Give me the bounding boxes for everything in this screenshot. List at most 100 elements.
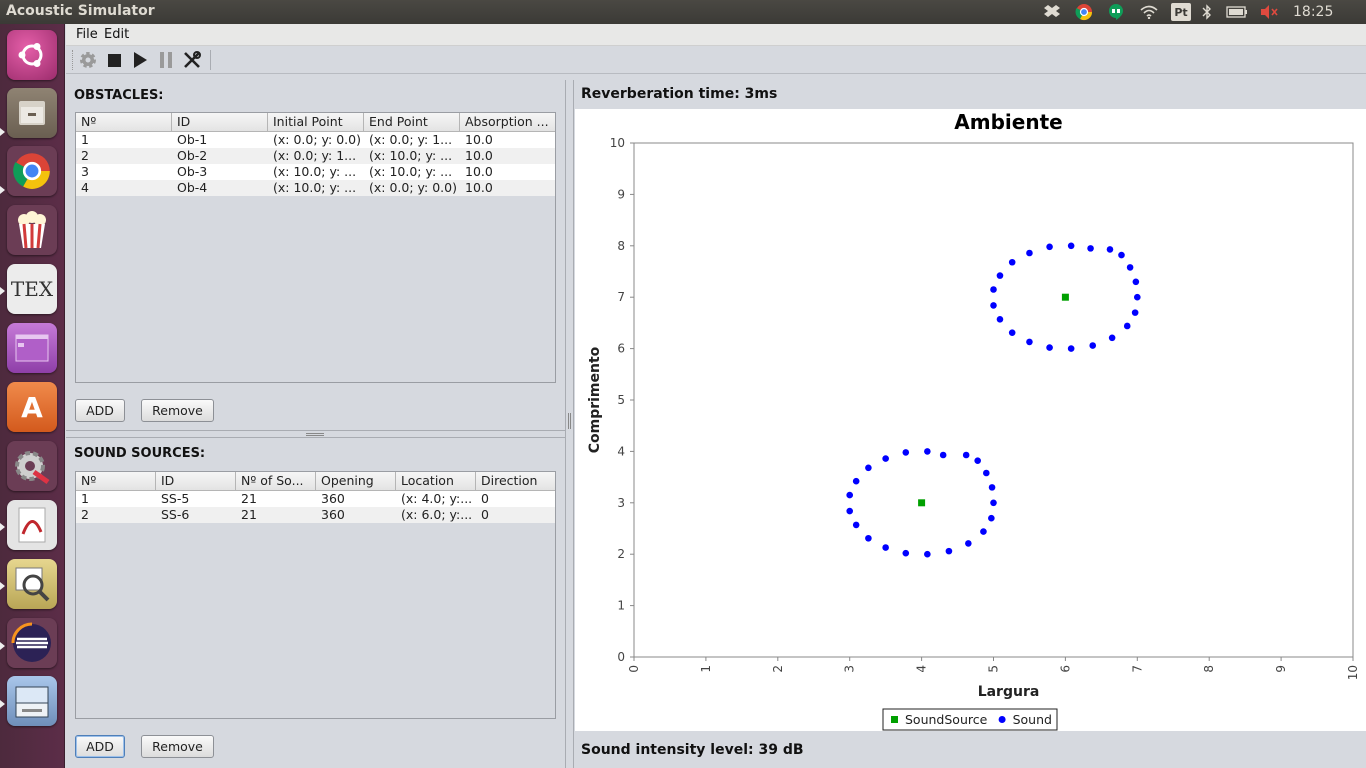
keyboard-layout-icon[interactable]: Pt — [1170, 3, 1192, 21]
scanner-icon[interactable] — [7, 676, 57, 726]
stop-icon[interactable] — [103, 50, 125, 70]
cell: Ob-3 — [177, 164, 208, 179]
battery-icon[interactable] — [1225, 3, 1249, 21]
sound-point — [882, 544, 889, 551]
cell: 10.0 — [465, 132, 493, 147]
wifi-icon[interactable] — [1139, 3, 1159, 21]
x-tick-label: 6 — [1058, 665, 1072, 673]
tools-icon[interactable] — [181, 50, 203, 70]
menu-file[interactable]: File — [76, 27, 98, 42]
pause-icon[interactable] — [155, 50, 177, 70]
sound-point — [962, 451, 970, 459]
pdf-viewer-icon[interactable] — [7, 500, 57, 550]
y-axis-label: Comprimento — [587, 346, 603, 453]
popcorn-icon[interactable] — [7, 205, 57, 255]
left-pane: OBSTACLES: Nº ID Initial Point End Point… — [66, 80, 565, 768]
sound-point — [865, 464, 872, 472]
column-header[interactable]: Location — [396, 472, 476, 490]
column-header[interactable]: ID — [172, 113, 268, 131]
obstacles-table[interactable]: Nº ID Initial Point End Point Absorption… — [75, 112, 556, 383]
column-header[interactable]: Nº — [76, 113, 172, 131]
settings-icon[interactable] — [7, 441, 57, 491]
x-tick-label: 4 — [915, 665, 929, 673]
column-header[interactable]: End Point — [364, 113, 460, 131]
launcher: TEX A — [0, 24, 65, 768]
files-icon[interactable] — [7, 88, 57, 138]
sound-point — [1118, 251, 1125, 259]
table-row[interactable]: 3 Ob-3 (x: 10.0; y: ... (x: 10.0; y: ...… — [76, 164, 555, 180]
toolbar-grip — [72, 50, 74, 70]
sound-point — [965, 540, 972, 547]
column-header[interactable]: Nº — [76, 472, 156, 490]
software-center-icon[interactable]: A — [7, 382, 57, 432]
chrome-icon[interactable] — [7, 146, 57, 196]
sound-sources-add-button[interactable]: ADD — [75, 735, 125, 758]
legend-box — [882, 708, 1058, 731]
splitter-grip[interactable] — [568, 413, 571, 429]
bluetooth-icon[interactable] — [1200, 3, 1214, 21]
gear-icon[interactable] — [77, 50, 99, 70]
sound-point — [1131, 309, 1139, 316]
cell: 21 — [241, 507, 257, 522]
cell: 360 — [321, 507, 345, 522]
dropbox-icon[interactable] — [1042, 3, 1062, 21]
running-indicator — [0, 186, 5, 194]
y-tick-label: 10 — [610, 136, 625, 150]
sound-point — [865, 534, 872, 542]
column-header[interactable]: Opening — [316, 472, 396, 490]
x-tick-label: 0 — [627, 665, 641, 673]
column-header[interactable]: Direction — [481, 473, 538, 488]
sound-point — [1108, 334, 1116, 342]
running-indicator — [0, 642, 5, 650]
sound-point — [1026, 338, 1033, 346]
column-header[interactable]: Absorption ... — [465, 114, 549, 129]
chart-panel[interactable]: Ambiente 0 1 2 3 4 5 6 7 8 9 10 0 1 2 3 4 5 6 7 8 9 10 Largura C… — [575, 109, 1366, 731]
obstacles-add-button[interactable]: ADD — [75, 399, 125, 422]
sound-point — [983, 469, 990, 477]
eclipse-icon[interactable] — [7, 618, 57, 668]
table-row[interactable]: 4 Ob-4 (x: 10.0; y: ... (x: 0.0; y: 0.0)… — [76, 180, 555, 196]
ubuntu-dash-icon[interactable] — [7, 30, 57, 80]
volume-muted-icon[interactable] — [1258, 3, 1280, 21]
column-header[interactable]: ID — [156, 472, 236, 490]
y-tick-label: 3 — [617, 496, 625, 510]
hangouts-icon[interactable] — [1106, 3, 1126, 21]
table-row[interactable]: 2 SS-6 21 360 (x: 6.0; y:... 0 — [76, 507, 555, 523]
tex-icon[interactable]: TEX — [7, 264, 57, 314]
cell: 2 — [81, 148, 89, 163]
column-header[interactable]: Nº of So... — [236, 472, 316, 490]
sound-point — [902, 449, 910, 456]
chrome-tray-icon[interactable] — [1074, 3, 1094, 21]
sound-sources-table[interactable]: Nº ID Nº of So... Opening Location Direc… — [75, 471, 556, 719]
menu-edit[interactable]: Edit — [104, 27, 130, 42]
table-row[interactable]: 1 SS-5 21 360 (x: 4.0; y:... 0 — [76, 491, 555, 507]
image-viewer-icon[interactable] — [7, 559, 57, 609]
sound-point — [996, 272, 1004, 279]
obstacles-remove-button[interactable]: Remove — [141, 399, 214, 422]
sound-point — [988, 514, 995, 522]
right-pane: Reverberation time: 3ms Ambiente 0 1 2 3 4 5 6 7… — [575, 80, 1366, 768]
sound-point — [945, 547, 953, 555]
sound-point — [1123, 322, 1131, 330]
play-icon[interactable] — [129, 50, 151, 70]
scatter-chart[interactable]: Ambiente 0 1 2 3 4 5 6 7 8 9 10 0 1 2 3 4 5 6 7 8 9 10 Largura C… — [575, 109, 1366, 731]
cell: (x: 10.0; y: ... — [273, 180, 357, 195]
table-row[interactable]: 1 Ob-1 (x: 0.0; y: 0.0) (x: 0.0; y: 1...… — [76, 132, 555, 148]
table-row[interactable]: 2 Ob-2 (x: 0.0; y: 1... (x: 10.0; y: ...… — [76, 148, 555, 164]
column-header[interactable]: Initial Point — [268, 113, 364, 131]
cell: SS-6 — [161, 507, 190, 522]
sound-point — [1132, 278, 1140, 286]
clock[interactable]: 18:25 — [1293, 4, 1334, 20]
splitter-grip[interactable] — [306, 433, 324, 436]
obstacles-table-body: 1 Ob-1 (x: 0.0; y: 0.0) (x: 0.0; y: 1...… — [76, 132, 555, 196]
vertical-splitter[interactable] — [565, 80, 574, 768]
sound-point — [924, 550, 931, 558]
sound-sources-remove-button[interactable]: Remove — [141, 735, 214, 758]
cell: (x: 0.0; y: 1... — [273, 148, 357, 163]
horizontal-splitter[interactable] — [66, 430, 565, 438]
cell: 0 — [481, 491, 489, 506]
workspace-icon[interactable] — [7, 323, 57, 373]
cell: 10.0 — [465, 164, 493, 179]
menubar: File Edit — [66, 24, 1366, 46]
cell: Ob-2 — [177, 148, 208, 163]
